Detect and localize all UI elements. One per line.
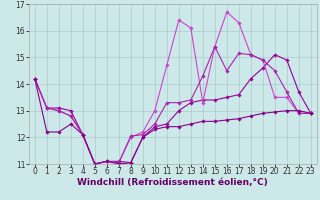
- X-axis label: Windchill (Refroidissement éolien,°C): Windchill (Refroidissement éolien,°C): [77, 178, 268, 187]
